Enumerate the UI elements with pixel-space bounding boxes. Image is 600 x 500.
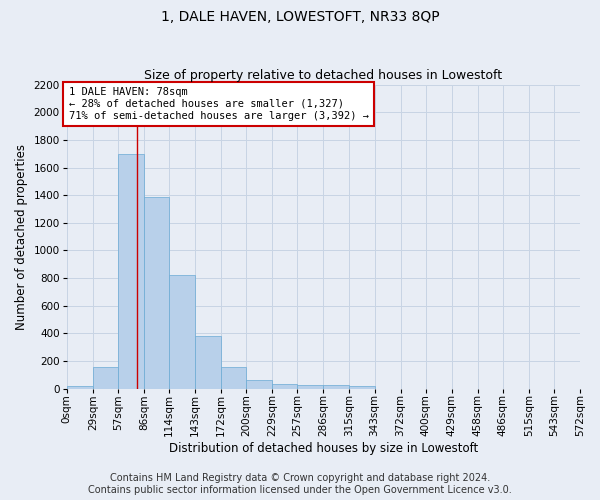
Bar	[67, 386, 93, 389]
Bar	[144, 196, 169, 389]
X-axis label: Distribution of detached houses by size in Lowestoft: Distribution of detached houses by size …	[169, 442, 478, 455]
Bar	[349, 386, 374, 389]
Bar	[221, 366, 246, 389]
Bar	[118, 154, 144, 389]
Bar	[272, 384, 298, 389]
Bar	[246, 380, 272, 389]
Bar	[298, 384, 323, 389]
Y-axis label: Number of detached properties: Number of detached properties	[15, 144, 28, 330]
Bar	[195, 336, 221, 389]
Text: 1 DALE HAVEN: 78sqm
← 28% of detached houses are smaller (1,327)
71% of semi-det: 1 DALE HAVEN: 78sqm ← 28% of detached ho…	[68, 88, 368, 120]
Bar	[323, 384, 349, 389]
Bar	[169, 274, 195, 389]
Text: Contains HM Land Registry data © Crown copyright and database right 2024.
Contai: Contains HM Land Registry data © Crown c…	[88, 474, 512, 495]
Bar	[93, 368, 118, 389]
Text: 1, DALE HAVEN, LOWESTOFT, NR33 8QP: 1, DALE HAVEN, LOWESTOFT, NR33 8QP	[161, 10, 439, 24]
Title: Size of property relative to detached houses in Lowestoft: Size of property relative to detached ho…	[145, 69, 502, 82]
